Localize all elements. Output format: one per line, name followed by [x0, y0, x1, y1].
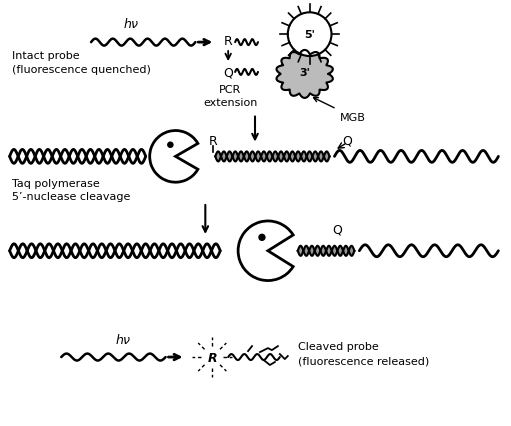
Text: $h\nu$: $h\nu$	[114, 332, 131, 346]
Text: MGB: MGB	[314, 98, 365, 122]
Text: 3': 3'	[299, 68, 310, 78]
Text: Q: Q	[342, 135, 353, 148]
Wedge shape	[150, 131, 198, 183]
Polygon shape	[276, 51, 333, 99]
Circle shape	[259, 235, 265, 241]
Text: R: R	[224, 35, 233, 48]
Text: Cleaved probe
(fluorescence released): Cleaved probe (fluorescence released)	[298, 341, 429, 365]
Text: Q: Q	[223, 66, 233, 79]
Circle shape	[288, 13, 332, 57]
Circle shape	[168, 143, 173, 148]
Wedge shape	[238, 222, 293, 281]
Text: PCR
extension: PCR extension	[203, 85, 258, 108]
Text: R: R	[209, 135, 218, 148]
Text: Q: Q	[333, 223, 342, 236]
Text: R: R	[207, 351, 217, 364]
Text: 5': 5'	[304, 30, 315, 40]
Text: $h\nu$: $h\nu$	[123, 17, 139, 31]
Text: Intact probe
(fluorescence quenched): Intact probe (fluorescence quenched)	[12, 51, 150, 75]
Text: Taq polymerase
5’-nuclease cleavage: Taq polymerase 5’-nuclease cleavage	[12, 179, 130, 202]
